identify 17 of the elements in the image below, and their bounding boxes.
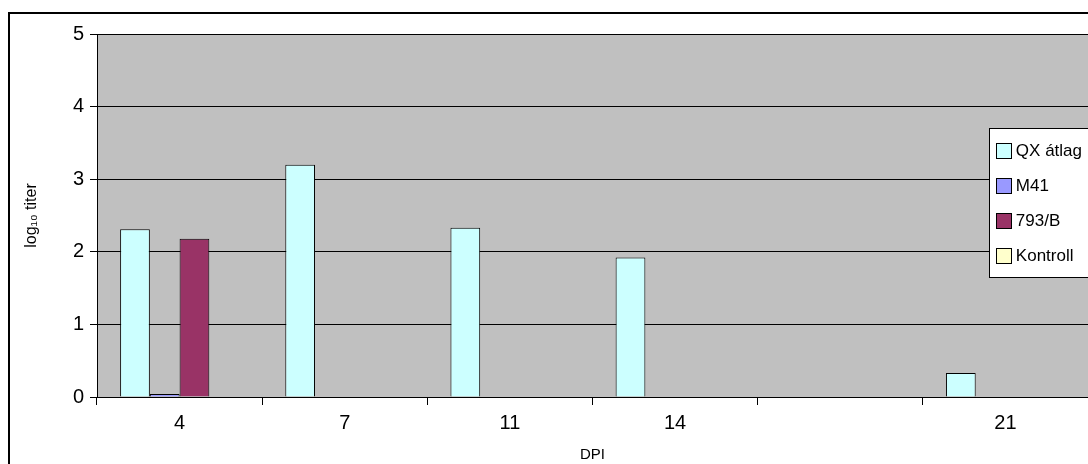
x-tick-label: 4 [174, 410, 186, 433]
x-axis-title: DPI [579, 445, 606, 463]
y-tick-label: 3 [72, 166, 84, 189]
x-tick-label: 14 [663, 410, 687, 433]
y-axis-title: log₁₀ titer [22, 182, 40, 248]
legend-label: QX átlag [1015, 140, 1082, 162]
y-tick-label: 0 [72, 384, 84, 407]
y-tick-label: 2 [72, 239, 84, 262]
y-tick-label: 5 [72, 21, 84, 44]
x-tick-label: 11 [499, 410, 521, 433]
y-tick-label: 1 [72, 311, 84, 334]
y-tick-label: 4 [72, 94, 84, 117]
legend-label: M41 [1015, 175, 1049, 197]
legend-label: Kontroll [1015, 245, 1074, 267]
x-tick-label: 7 [339, 410, 351, 433]
legend-label: 793/B [1015, 210, 1061, 232]
x-tick-label: 21 [994, 410, 1017, 433]
